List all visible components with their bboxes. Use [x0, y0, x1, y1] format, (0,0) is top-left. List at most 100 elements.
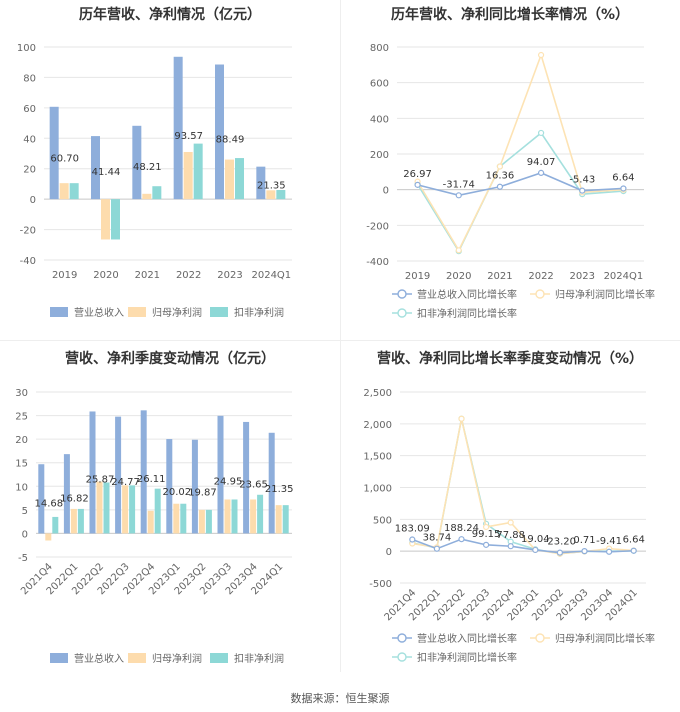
series-point: [579, 187, 586, 194]
series-line: [412, 418, 634, 555]
data-label: 16.82: [60, 494, 89, 505]
annual-growth-panel: 历年营收、净利同比增长率情况（%） -400 -200 0 200 400 600 800 2…: [340, 0, 680, 340]
x-tick-label: 2020: [446, 271, 471, 282]
legend-marker: [397, 652, 407, 662]
legend-label: 营业总收入同比增长率: [417, 632, 517, 645]
bar: [235, 158, 244, 200]
y-tick-label: 15: [15, 459, 28, 470]
series-point: [537, 169, 545, 176]
y-tick-label: 30: [15, 388, 28, 399]
data-label: 23.65: [239, 479, 268, 490]
bar: [111, 199, 120, 240]
y-tick-label: 25: [15, 412, 28, 423]
legend-marker: [535, 289, 545, 299]
series-point: [537, 129, 545, 137]
bar: [122, 485, 129, 534]
bar: [166, 439, 173, 534]
data-label: 21.35: [265, 484, 294, 495]
series-point: [556, 549, 563, 556]
quarterly-growth-line-chart: -50005001,0001,5002,0002,5002021Q42022Q1…: [363, 388, 655, 664]
bar: [243, 421, 250, 534]
y-tick-label: 100: [17, 43, 36, 54]
series-point: [433, 545, 441, 552]
quarterly-bar-chart: -50510152025302021Q42022Q12022Q22022Q320…: [15, 388, 294, 665]
legend-marker: [397, 633, 407, 643]
y-tick-label: 0: [383, 186, 389, 197]
series-point: [507, 543, 514, 550]
x-tick-label: 2022: [528, 271, 553, 282]
data-label: 93.57: [174, 131, 203, 142]
data-label: 38.74: [423, 533, 452, 544]
data-label: 25.87: [86, 475, 115, 486]
y-tick-label: -20: [20, 226, 36, 237]
x-tick-label: 2019: [405, 271, 430, 282]
series-point: [409, 536, 416, 543]
y-tick-label: -5: [18, 553, 28, 564]
y-tick-label: 400: [370, 114, 389, 125]
bar: [198, 509, 205, 534]
chart-title: 营收、净利同比增长率季度变动情况（%）: [376, 351, 644, 367]
series-point: [606, 548, 613, 555]
y-tick-label: 0: [22, 529, 28, 540]
series-line: [412, 538, 634, 554]
chart-title: 历年营收、净利情况（亿元）: [79, 7, 261, 23]
bar: [173, 56, 183, 200]
legend-label: 归母净利润: [152, 306, 202, 319]
annual-bar-chart: -40 -20 0 20 40 60 80 100 2019 2020 2021 2022 2023 20…: [17, 43, 292, 319]
bar: [70, 508, 77, 534]
y-tick-label: 20: [15, 435, 28, 446]
x-tick-label: 2021: [135, 270, 160, 281]
bar: [282, 505, 289, 534]
bar: [275, 505, 282, 534]
series-point: [581, 548, 588, 555]
bar: [52, 516, 59, 534]
bar: [266, 190, 276, 200]
bar: [38, 464, 45, 534]
bar: [215, 64, 224, 200]
bar: [129, 485, 136, 534]
y-tick-label: -200: [366, 221, 389, 232]
legend-swatch: [210, 653, 228, 663]
data-label: -31.74: [443, 179, 475, 190]
legend-label: 营业总收入: [74, 652, 124, 665]
data-label: 99.15: [472, 529, 501, 540]
bar: [217, 415, 224, 534]
y-tick-label: 5: [22, 506, 28, 517]
legend-marker: [397, 289, 407, 299]
chart-title: 营收、净利季度变动情况（亿元）: [65, 351, 275, 367]
x-tick-label: 2023: [570, 271, 595, 282]
series-point: [532, 546, 539, 554]
legend-label: 归母净利润同比增长率: [555, 632, 655, 645]
bar: [45, 533, 52, 541]
data-label: 24.95: [214, 476, 243, 487]
x-tick-label: 2023: [217, 270, 242, 281]
data-source: 数据来源：恒生聚源: [290, 692, 390, 705]
bar: [103, 482, 110, 534]
series-point: [620, 185, 627, 192]
data-label: 26.11: [137, 474, 166, 485]
legend-label: 营业总收入同比增长率: [417, 288, 517, 301]
legend-swatch: [128, 653, 146, 663]
annual-revenue-profit-panel: 历年营收、净利情况（亿元） -40 -20 0 20 40 60 80 100 2019 2020…: [0, 0, 340, 340]
data-label: 19.04: [521, 534, 550, 545]
x-tick-label: 2022: [176, 270, 201, 281]
bar: [276, 190, 286, 200]
legend-swatch: [210, 307, 228, 317]
series-point: [414, 181, 421, 188]
series-point: [630, 547, 637, 554]
bar: [154, 488, 161, 534]
y-tick-label: 40: [23, 134, 36, 145]
data-label: 6.64: [612, 172, 634, 183]
y-tick-label: -400: [366, 257, 389, 268]
bar: [77, 508, 84, 534]
horizontal-divider: [0, 340, 680, 341]
legend-swatch: [50, 653, 68, 663]
data-label: 21.35: [257, 181, 286, 192]
series-point: [537, 51, 545, 59]
data-label: 14.68: [34, 498, 63, 509]
data-label: 0.71: [573, 535, 595, 546]
legend-label: 营业总收入: [74, 306, 124, 319]
legend-label: 扣非净利润: [234, 306, 284, 319]
bar: [91, 136, 100, 200]
legend-swatch: [128, 307, 146, 317]
